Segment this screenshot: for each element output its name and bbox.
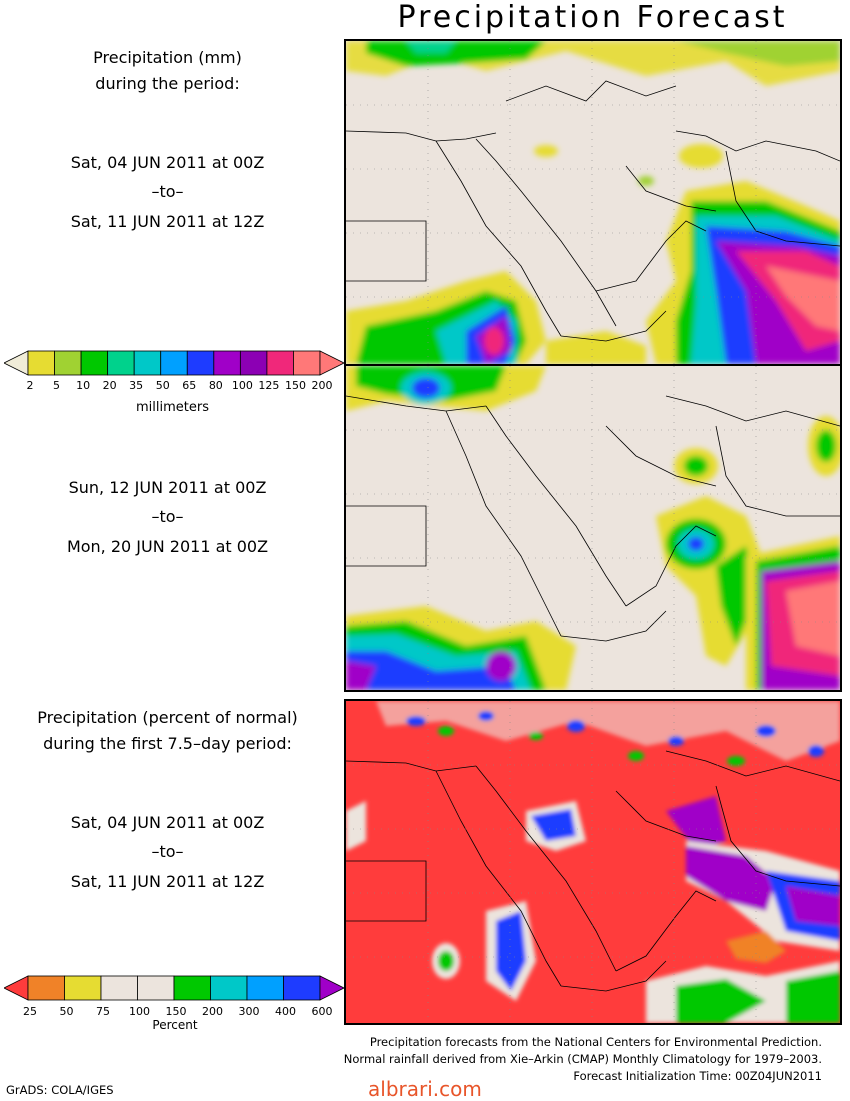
mm-colorbar-swatch bbox=[133, 350, 162, 376]
panel3-to: –to– bbox=[151, 842, 184, 861]
pct-colorbar-tick-label: 75 bbox=[96, 1005, 110, 1018]
panel1-to: –to– bbox=[151, 182, 184, 201]
mm-colorbar-tick-label: 2 bbox=[26, 379, 34, 392]
mm-colorbar-tick-label: 65 bbox=[182, 379, 197, 392]
pct-colorbar bbox=[3, 975, 345, 1005]
mm-colorbar-tick-label: 20 bbox=[102, 379, 117, 392]
mm-colorbar-ticks: 2 5 10 20 35 50 65 80 100 125 150 200 bbox=[0, 379, 345, 393]
mm-colorbar-tick-label: 125 bbox=[258, 379, 280, 392]
software-credit: GrADS: COLA/IGES bbox=[6, 1083, 114, 1097]
panel1-end-date: Sat, 11 JUN 2011 at 12Z bbox=[70, 212, 265, 231]
watermark: albrari.com bbox=[368, 1077, 482, 1101]
panel2-to: –to– bbox=[151, 507, 184, 526]
pct-colorbar-tick-label: 100 bbox=[129, 1005, 150, 1018]
mm-colorbar-swatch-high bbox=[319, 350, 345, 376]
panel1-header-line1: Precipitation (mm) bbox=[93, 48, 242, 67]
map-week2-precip bbox=[344, 364, 842, 692]
pct-colorbar-unit: Percent bbox=[152, 1018, 198, 1032]
pct-colorbar-swatch bbox=[283, 975, 321, 1001]
panel3-header-line2: during the first 7.5–day period: bbox=[43, 734, 292, 753]
panel2-start-date: Sun, 12 JUN 2011 at 00Z bbox=[68, 478, 267, 497]
credits-line1: Precipitation forecasts from the Nationa… bbox=[369, 1035, 822, 1049]
mm-colorbar-swatch bbox=[54, 350, 82, 376]
map-percent-normal bbox=[344, 699, 842, 1025]
credits: Precipitation forecasts from the Nationa… bbox=[344, 1034, 822, 1085]
pct-colorbar-swatch-low bbox=[3, 975, 29, 1001]
mm-colorbar-swatch bbox=[213, 350, 241, 376]
panel3-start-date: Sat, 04 JUN 2011 at 00Z bbox=[70, 813, 265, 832]
pct-colorbar-swatch bbox=[246, 975, 284, 1001]
pct-colorbar-swatch bbox=[100, 975, 138, 1001]
mm-colorbar-tick-label: 10 bbox=[76, 379, 91, 392]
pct-colorbar-swatch bbox=[64, 975, 102, 1001]
mm-colorbar-swatch-low bbox=[3, 350, 29, 376]
credits-line2: Normal rainfall derived from Xie–Arkin (… bbox=[343, 1052, 822, 1066]
pct-colorbar-swatches bbox=[3, 975, 345, 1001]
pct-colorbar-swatch-high bbox=[319, 975, 345, 1001]
mm-colorbar-swatch bbox=[293, 350, 321, 376]
panel3-header-line1: Precipitation (percent of normal) bbox=[37, 708, 298, 727]
mm-colorbar-unit: millimeters bbox=[136, 400, 209, 415]
pct-colorbar-tick-label: 400 bbox=[275, 1005, 296, 1018]
panel1-header-line2: during the period: bbox=[95, 74, 240, 93]
pct-colorbar-swatch bbox=[210, 975, 248, 1001]
pct-colorbar-tick-label: 200 bbox=[202, 1005, 223, 1018]
mm-colorbar-tick-label: 50 bbox=[155, 379, 170, 392]
pct-colorbar-swatch bbox=[27, 975, 65, 1001]
map-week1-precip bbox=[344, 39, 842, 366]
mm-colorbar-swatch bbox=[239, 350, 268, 376]
mm-colorbar-tick-label: 200 bbox=[311, 379, 333, 392]
pct-colorbar-tick-label: 600 bbox=[311, 1005, 333, 1018]
pct-colorbar-tick-label: 300 bbox=[238, 1005, 260, 1018]
pct-colorbar-tick-label: 150 bbox=[165, 1005, 187, 1018]
pct-colorbar-swatch bbox=[137, 975, 175, 1001]
mm-colorbar-swatch bbox=[80, 350, 109, 376]
mm-colorbar-swatch bbox=[266, 350, 294, 376]
mm-colorbar-tick-label: 5 bbox=[53, 379, 61, 392]
mm-colorbar-swatch bbox=[27, 350, 55, 376]
mm-colorbar-tick-label: 80 bbox=[208, 379, 223, 392]
mm-colorbar-tick-label: 150 bbox=[284, 379, 306, 392]
mm-colorbar-tick-label: 35 bbox=[129, 379, 144, 392]
page-title: Precipitation Forecast bbox=[397, 0, 788, 35]
mm-colorbar bbox=[3, 350, 345, 380]
pct-colorbar-tick-label: 25 bbox=[23, 1005, 37, 1018]
pct-colorbar-swatch bbox=[173, 975, 211, 1001]
mm-colorbar-tick-label: 100 bbox=[231, 379, 253, 392]
pct-colorbar-ticks: 25 50 75 100 150 200 300 400 600 bbox=[0, 1005, 345, 1019]
credits-line3: Forecast Initialization Time: 00Z04JUN20… bbox=[573, 1069, 822, 1083]
mm-colorbar-swatch bbox=[107, 350, 135, 376]
pct-colorbar-tick-label: 50 bbox=[59, 1005, 74, 1018]
panel1-start-date: Sat, 04 JUN 2011 at 00Z bbox=[70, 153, 265, 172]
panel3-end-date: Sat, 11 JUN 2011 at 12Z bbox=[70, 872, 265, 891]
mm-colorbar-swatch bbox=[160, 350, 188, 376]
panel2-end-date: Mon, 20 JUN 2011 at 00Z bbox=[66, 537, 269, 556]
mm-colorbar-swatch bbox=[186, 350, 215, 376]
mm-colorbar-swatches bbox=[3, 350, 345, 376]
